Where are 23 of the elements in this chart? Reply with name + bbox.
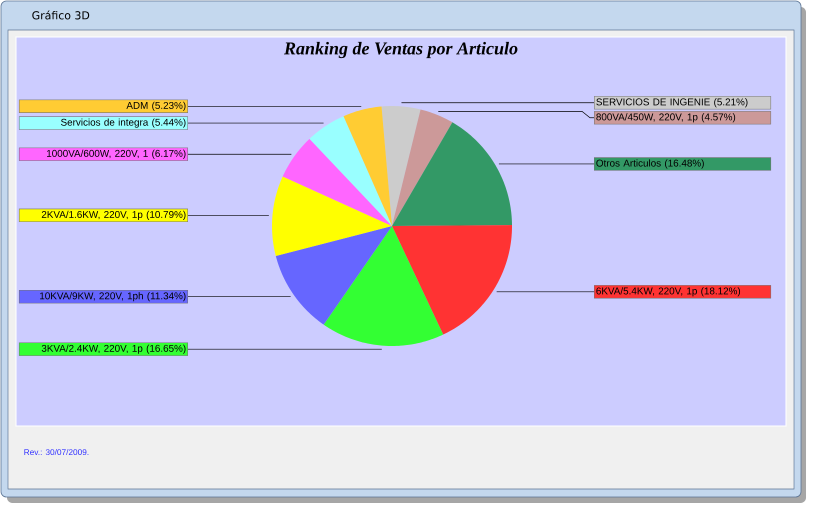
slice-label: Servicios de integra (60, 118, 148, 128)
data-label: (5.21%) (714, 98, 748, 108)
data-label: (4.57%) (702, 113, 736, 122)
data-label: (10.79%) (146, 210, 186, 220)
slice-label: 1000VA/600W, 220V, 1 (47, 150, 148, 158)
slice-label: 10KVA/9KW, 220V, 1ph (40, 292, 143, 302)
slice-label: 2KVA/1.6KW, 220V, 1p (42, 210, 142, 220)
text: Gráfico 3D (32, 10, 90, 20)
slice-label: ADM (126, 102, 148, 109)
slice-label: 6KVA/5.4KW, 220V, 1p (596, 287, 697, 296)
slice-label: Otros Articulos (596, 159, 661, 167)
text: Rev.: 30/07/2009. (24, 448, 88, 456)
data-label: (16.48%) (665, 159, 704, 169)
data-label: (11.34%) (147, 292, 186, 302)
chart-title: Ranking de Ventas por Articulo (284, 42, 518, 58)
data-label: (16.65%) (146, 344, 186, 354)
data-label: (5.44%) (152, 118, 186, 128)
data-label: (6.17%) (152, 150, 186, 159)
slice-label: SERVICIOS DE INGENIE (596, 98, 710, 106)
slice-label: 800VA/450W, 220V, 1p (596, 113, 698, 122)
slice-label: 3KVA/2.4KW, 220V, 1p (42, 344, 142, 354)
data-label: (18.12%) (701, 287, 740, 296)
data-label: (5.23%) (152, 102, 186, 111)
